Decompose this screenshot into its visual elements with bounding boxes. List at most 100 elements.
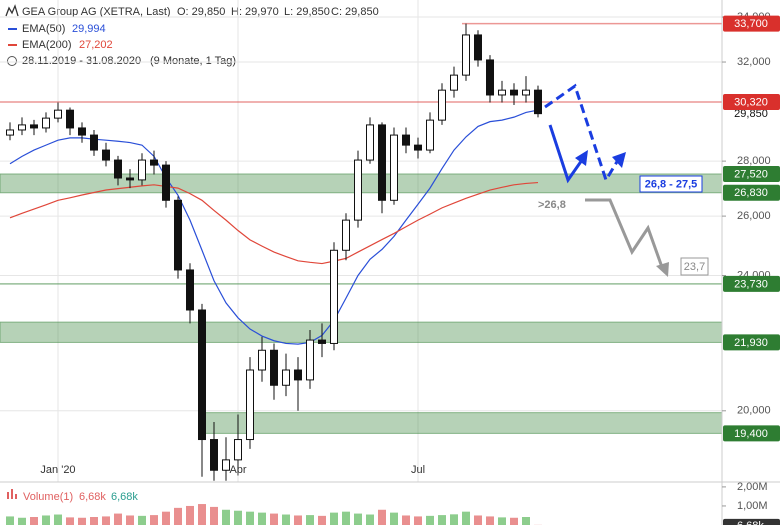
legend-name: EMA(200) (22, 39, 72, 51)
legend-value: 29,994 (72, 23, 106, 35)
ohlc-high: H: 29,970 (231, 6, 279, 18)
volume-last-label: 6,68k (737, 520, 764, 525)
volume-bar (426, 515, 434, 525)
ema-line (9, 181, 539, 265)
volume-bar (6, 516, 14, 525)
zone-box-label: 21,930 (734, 337, 768, 349)
title: GEA Group AG (XETRA, Last) (22, 6, 171, 18)
candle-body (42, 117, 50, 129)
volume-bar (42, 515, 50, 525)
y-tick-label: 32,000 (737, 56, 771, 68)
volume-bar (342, 511, 350, 525)
level-box (723, 275, 780, 292)
candle-body (486, 59, 494, 96)
candle-body (222, 459, 230, 471)
annotation-text: 23,7 (684, 261, 705, 273)
volume-tick-label: 1,00M (737, 500, 768, 512)
level-box-label: 23,730 (734, 278, 768, 290)
candle-body (330, 249, 338, 344)
candle-body (510, 89, 518, 96)
volume-bar (210, 506, 218, 525)
candle-body (318, 339, 326, 344)
clock-icon (7, 56, 17, 66)
volume-bar (90, 517, 98, 525)
volume-icon (15, 494, 17, 499)
volume-pane: Volume(1) 6,68k 6,68k 2,00M 1,00M 6,68k (0, 481, 780, 525)
volume-bar (30, 517, 38, 525)
candle-body (54, 109, 62, 119)
arrow-head (612, 152, 626, 168)
volume-bar (510, 517, 518, 525)
x-tick-label: Jul (411, 464, 425, 476)
annotation-text: 26,8 - 27,5 (645, 178, 698, 190)
support-zone (0, 321, 723, 343)
candle-body (174, 199, 182, 271)
volume-bar (234, 510, 242, 525)
volume-bar (114, 513, 122, 525)
volume-bar (462, 511, 470, 525)
candle-body (270, 349, 278, 386)
candle-body (438, 89, 446, 121)
volume-bar (402, 515, 410, 525)
candle-body (366, 124, 374, 161)
level-box-label: 30,320 (734, 96, 768, 108)
volume-bar (306, 515, 314, 525)
volume-bar (474, 515, 482, 525)
volume-bar (174, 507, 182, 525)
scenario-arrow-grey (585, 198, 665, 271)
candle-body (102, 149, 110, 161)
volume-bar (378, 509, 386, 525)
legend-value: 27,202 (79, 39, 113, 51)
candle-body (138, 159, 146, 181)
volume-bar (282, 514, 290, 525)
candle-body (450, 74, 458, 91)
candle-body (462, 34, 470, 76)
volume-bar (138, 515, 146, 525)
candle-body (294, 369, 302, 381)
price-pane: Jan '20 Apr Jul (0, 0, 723, 482)
volume-bar (486, 516, 494, 525)
period-note: (9 Monate, 1 Tag) (150, 55, 236, 67)
candle-body (390, 134, 398, 201)
volume-bar (162, 511, 170, 525)
candle-body (78, 127, 86, 136)
volume-bar (126, 515, 134, 525)
volume-bar (390, 512, 398, 525)
scenario-arrow (548, 124, 584, 184)
candle-body (126, 177, 134, 181)
volume-bar (54, 514, 62, 525)
annotation-box (639, 175, 703, 193)
volume-bar (366, 514, 374, 525)
candle-body (534, 89, 542, 115)
x-tick-label: Jan '20 (40, 464, 75, 476)
candle-body (18, 124, 26, 131)
candle-body (6, 129, 14, 136)
y-tick-label: 26,000 (737, 210, 771, 222)
candle-body (474, 34, 482, 61)
volume-bar (270, 513, 278, 525)
candle-body (246, 369, 254, 441)
volume-tick-label: 2,00M (737, 481, 768, 493)
period: 28.11.2019 - 31.08.2020 (22, 55, 141, 67)
candle-body (414, 144, 422, 151)
candle-body (402, 134, 410, 146)
volume-bar (18, 517, 26, 525)
support-zone (201, 412, 723, 434)
volume-bar (246, 511, 254, 525)
candle-body (498, 89, 506, 96)
zone-box (723, 184, 780, 201)
price-axis: 20,00024,00026,00028,00032,00034,00029,8… (721, 0, 780, 482)
volume-bar (66, 517, 74, 525)
y-tick-label: 20,000 (737, 405, 771, 417)
candle-body (210, 439, 218, 471)
arrow-head (656, 262, 669, 277)
volume-bar (78, 517, 86, 525)
zone-box (723, 334, 780, 351)
ohlc-low: L: 29,850 (284, 6, 330, 18)
candle-body (522, 89, 530, 96)
volume-bar (354, 513, 362, 525)
y-tick-label: 28,000 (737, 155, 771, 167)
candle-body (66, 109, 74, 129)
volume-bar (438, 515, 446, 525)
